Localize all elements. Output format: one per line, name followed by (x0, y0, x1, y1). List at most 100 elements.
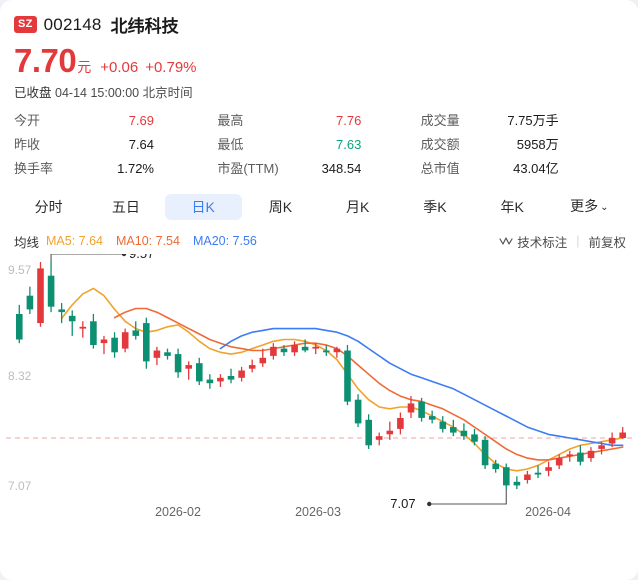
tab-分时[interactable]: 分时 (10, 194, 87, 220)
tab-五日[interactable]: 五日 (87, 194, 164, 220)
stat-label: 成交量 (420, 113, 460, 128)
candle-body (248, 365, 256, 369)
candle (407, 396, 415, 418)
candle (100, 335, 108, 355)
candle-body (143, 323, 150, 362)
candle (291, 341, 298, 356)
stat-item: 昨收 7.64 (14, 134, 217, 153)
candle-body (206, 379, 214, 384)
candle (534, 465, 542, 479)
x-axis-tick: 2026-04 (525, 505, 571, 519)
price-change-percent: +0.79% (145, 59, 197, 76)
tab-年K[interactable]: 年K (474, 194, 551, 220)
ma-line-ma10 (113, 307, 624, 461)
price-unit: 元 (77, 59, 92, 75)
candlestick-chart[interactable]: 9.57 8.32 7.07 9.57 7.07 2026-02 2026-03 2026-0… (0, 254, 638, 534)
candle (280, 344, 288, 356)
candle-body (174, 354, 182, 373)
candle (217, 374, 224, 387)
chart-tools: 技术标注 | 前复权 (499, 232, 626, 251)
tech-note-button[interactable]: 技术标注 (517, 235, 568, 250)
candle (47, 262, 55, 313)
candle (270, 343, 277, 360)
candle (375, 432, 383, 446)
tab-label: 月K (345, 199, 370, 215)
annotation-leader (430, 490, 507, 505)
candle-body (26, 295, 34, 310)
ma-line-ma20 (219, 327, 624, 447)
ma5-legend: MA5: 7.64 (46, 234, 103, 248)
tab-label: 五日 (111, 199, 140, 215)
candle (545, 461, 552, 477)
candle-body (545, 467, 552, 471)
candle (555, 454, 563, 470)
adjust-mode-button[interactable]: 前复权 (588, 235, 626, 250)
candle (397, 412, 404, 435)
stat-value: 7.75万手 (507, 113, 559, 128)
price-annotation: 9.57 (50, 254, 154, 262)
candle (174, 348, 182, 378)
candle (460, 423, 468, 440)
chart-canvas[interactable]: 9.57 8.32 7.07 9.57 7.07 2026-02 2026-03 2026-0… (0, 254, 638, 534)
candle (418, 397, 425, 422)
tab-月K[interactable]: 月K (319, 194, 396, 220)
stock-title-row: SZ 002148 北纬科技 (14, 12, 638, 37)
candle-body (397, 418, 404, 429)
tab-季K[interactable]: 季K (396, 194, 473, 220)
tab-更多[interactable]: 更多 ⌄ (551, 193, 628, 222)
candle-body (503, 467, 510, 486)
stat-item: 成交量 7.75万手 (421, 110, 624, 129)
annotation-label: 9.57 (129, 254, 154, 261)
candle-body (100, 339, 108, 344)
quote-timestamp: 04-14 15:00:00 (55, 86, 140, 100)
tab-周K[interactable]: 周K (242, 194, 319, 220)
candle (301, 339, 309, 353)
candle (206, 374, 214, 389)
candle-body (365, 419, 372, 446)
stats-grid: 今开 7.69 最高 7.76 成交量 7.75万手 昨收 7.64 最低 7.63 成交额 5958… (0, 110, 638, 177)
candle (143, 317, 150, 369)
tab-label: 年K (500, 199, 524, 215)
candle (312, 343, 319, 355)
candle-body (471, 434, 478, 442)
candle (439, 416, 447, 433)
stat-value: 5958万 (516, 137, 559, 152)
candle (16, 304, 23, 344)
candle-body (238, 370, 245, 378)
annotation-dot (427, 501, 432, 507)
quote-timezone: 北京时间 (142, 86, 193, 100)
candle (344, 344, 351, 406)
candle-body (196, 363, 203, 382)
candle-body (79, 326, 87, 329)
market-badge: SZ (14, 16, 37, 33)
candle (354, 394, 362, 428)
candle (513, 476, 521, 490)
candle (333, 346, 341, 358)
tab-label: 周K (268, 199, 293, 215)
candle (365, 414, 372, 449)
candle (587, 447, 595, 462)
candle (79, 321, 87, 338)
candle (58, 303, 65, 324)
stat-value: 43.04亿 (513, 161, 559, 176)
candle-body (619, 432, 626, 438)
candle (608, 432, 616, 448)
stat-item: 最高 7.76 (217, 110, 420, 129)
candle-body (259, 357, 267, 364)
candle-body (280, 348, 288, 353)
candle (450, 419, 457, 437)
stat-label: 最高 (217, 113, 244, 128)
candle (90, 313, 97, 349)
y-axis-tick: 7.07 (8, 479, 32, 493)
candle-body (375, 436, 383, 440)
candle-body (333, 348, 341, 353)
tab-日K[interactable]: 日K (164, 194, 242, 220)
candle-body (312, 346, 319, 349)
annotation-dot (121, 254, 127, 257)
candle (598, 441, 605, 455)
tab-label: 季K (423, 199, 447, 215)
candle-body (460, 430, 468, 437)
stat-label: 市盈(TTM) (217, 161, 279, 176)
ma-legend-label: 均线 (14, 235, 40, 250)
candle (248, 359, 256, 373)
